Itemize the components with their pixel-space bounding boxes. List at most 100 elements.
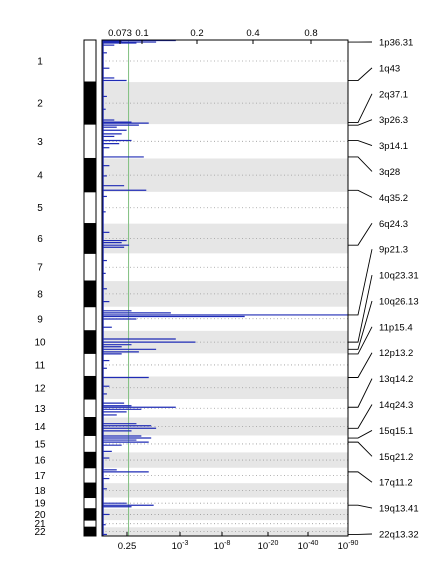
ideogram-segment: [83, 398, 97, 419]
peak-label-connector: [348, 156, 373, 172]
ideogram-segment: [83, 375, 97, 400]
peak-label: 22q13.32: [379, 530, 419, 541]
chromosome-label: 16: [34, 456, 46, 467]
peak-series: [102, 39, 348, 536]
bottom-axis: 0.25 10-3 10-8 10-20 10-40 10-90: [118, 532, 359, 552]
peak-label-connector: [348, 223, 373, 246]
peak-label: 12p13.2: [379, 348, 413, 359]
chromosome-label: 20: [34, 510, 46, 521]
ideogram-segment: [83, 434, 97, 453]
ideogram-segment: [83, 306, 97, 332]
top-tick-label: 0.8: [304, 28, 317, 39]
chromosome-label: 22: [34, 527, 46, 538]
peak-label: 11p15.4: [379, 322, 413, 333]
peak-label-connector: [348, 430, 373, 439]
top-tick-label: 0.4: [246, 28, 259, 39]
chromosome-label: 8: [37, 289, 43, 300]
ideogram-segment: [83, 482, 97, 499]
ideogram-segment: [83, 223, 97, 254]
peak-label-connector: [348, 471, 373, 483]
ideogram-segment: [83, 497, 97, 510]
peak-label-connector: [348, 378, 373, 408]
peak-label: 2q37.1: [379, 89, 408, 100]
peak-label: 15q21.2: [379, 452, 413, 463]
ideogram-segment: [83, 123, 97, 159]
chromosome-label: 21: [34, 519, 46, 530]
ideogram-segment: [83, 252, 97, 282]
ideogram-segment: [83, 352, 97, 377]
chromosome-label: 18: [34, 486, 46, 497]
ideogram-segment: [83, 451, 97, 469]
ideogram-segment: [83, 39, 97, 83]
chromosome-label: 6: [37, 234, 43, 245]
peak-label-connector: [348, 352, 373, 378]
chromosome-label: 15: [34, 439, 46, 450]
ideogram-segment: [83, 280, 97, 308]
peak-label: 10q26.13: [379, 296, 419, 307]
peak-label: 3p14.1: [379, 141, 408, 152]
top-tick-label: 0.073: [108, 28, 132, 39]
peak-label-connector: [348, 189, 373, 198]
ideogram-segment: [83, 417, 97, 436]
ideogram-segment: [83, 508, 97, 521]
chromosome-bands: [102, 82, 348, 536]
chromosome-label: 9: [37, 314, 43, 325]
ideogram-segment: [83, 81, 97, 125]
ideogram-segment: [83, 330, 97, 354]
bottom-tick-label: 10-8: [214, 540, 231, 552]
ideogram-segment: [83, 519, 97, 528]
top-tick-label: 0.1: [135, 28, 148, 39]
peak-label: 1p36.31: [379, 38, 413, 49]
peak-label: 9p21.3: [379, 245, 408, 256]
chromosome-label: 1: [37, 57, 43, 68]
peak-labels: 1p36.31 1q43 2q37.1 3p26.3 3p14.1 3q28 4q35.2 6…: [348, 38, 419, 541]
peak-label: 3p26.3: [379, 115, 408, 126]
chromosome-label: 12: [34, 383, 46, 394]
bottom-tick-label: 0.25: [118, 541, 137, 552]
grid-dotted-lines: [102, 60, 348, 533]
top-tick-label: 0.2: [190, 28, 203, 39]
peak-label-connector: [348, 504, 373, 509]
peak-label-connector: [348, 140, 373, 147]
peak-label: 3q28: [379, 167, 400, 178]
chromosome-label: 2: [37, 99, 43, 110]
peak-label: 15q15.1: [379, 426, 413, 437]
chromosome-label: 19: [34, 499, 46, 510]
peak-label-connector: [348, 441, 373, 457]
peak-label: 13q14.2: [379, 374, 413, 385]
peak-label: 1q43: [379, 63, 400, 74]
plot-frame: [101, 39, 349, 537]
peak-label: 14q24.3: [379, 400, 413, 411]
peak-label-connector: [348, 93, 373, 124]
peak-label-connector: [348, 300, 373, 350]
top-axis: 0.073 0.1 0.2 0.4 0.8: [108, 28, 318, 44]
bottom-tick-label: 10-20: [258, 540, 279, 552]
plot-border: [101, 39, 349, 537]
chromosome-ideogram: [83, 39, 97, 537]
bottom-tick-label: 10-90: [338, 540, 359, 552]
ideogram-segment: [83, 157, 97, 193]
peak-label: 6q24.3: [379, 219, 408, 230]
peak-label-connector: [348, 119, 373, 126]
chromosome-label: 4: [37, 171, 43, 182]
peak-label: 19q13.41: [379, 504, 419, 515]
peak-label-connector: [348, 249, 373, 316]
chromosome-label: 7: [37, 263, 43, 274]
ideogram-segment: [83, 191, 97, 225]
chromosome-label: 10: [34, 338, 46, 349]
peak-label: 10q23.31: [379, 271, 419, 282]
bottom-tick-label: 10-3: [172, 540, 189, 552]
chromosome-label: 13: [34, 404, 46, 415]
peak-label-connector: [348, 326, 373, 355]
chromosome-label: 11: [35, 360, 46, 371]
peak-label-connector: [348, 67, 373, 81]
ideogram-segment: [83, 467, 97, 484]
chromosome-label: 14: [34, 422, 46, 433]
chromosome-label: 17: [34, 471, 46, 482]
bottom-tick-label: 10-40: [298, 540, 319, 552]
chromosome-label: 5: [37, 203, 43, 214]
peak-label: 4q35.2: [379, 193, 408, 204]
peak-label: 17q11.2: [379, 478, 413, 489]
